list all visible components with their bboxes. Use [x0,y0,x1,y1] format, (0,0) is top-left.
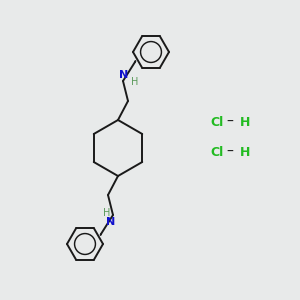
Text: N: N [119,70,129,80]
Text: H: H [131,77,138,87]
Text: –: – [226,115,233,129]
Text: H: H [240,116,250,128]
Text: –: – [226,145,233,159]
Text: N: N [106,217,116,227]
Text: Cl: Cl [210,116,223,128]
Text: Cl: Cl [210,146,223,158]
Text: H: H [103,208,110,218]
Text: H: H [240,146,250,158]
